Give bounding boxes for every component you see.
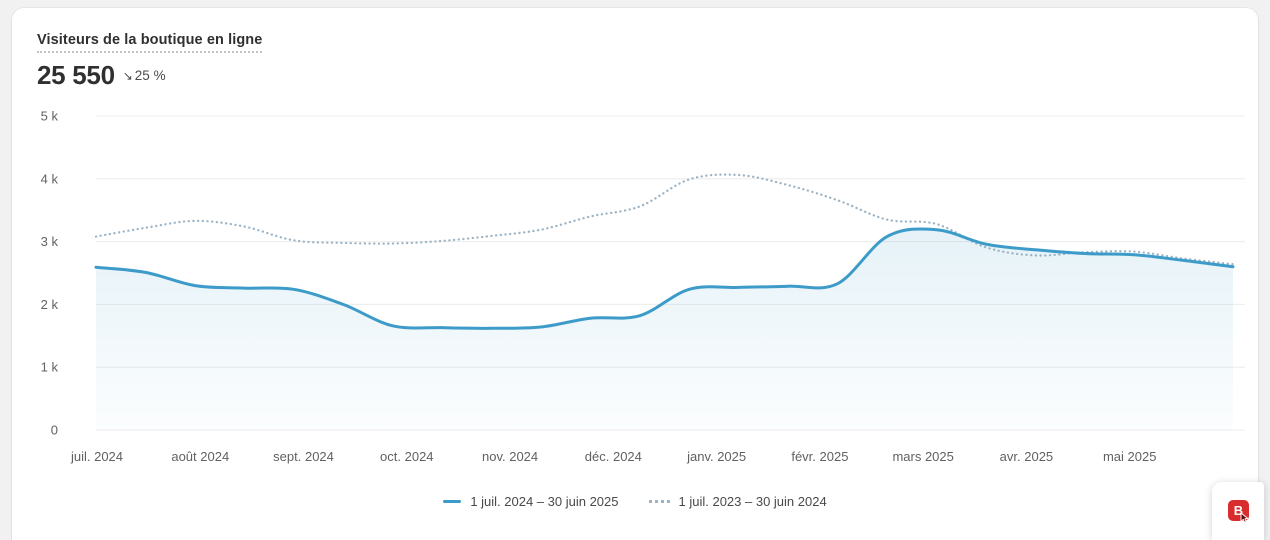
online-store-visitors-card: Visiteurs de la boutique en ligne 25 550… (12, 8, 1258, 540)
y-axis-tick-label: 2 k (41, 297, 59, 312)
x-axis-tick-label: janv. 2025 (686, 449, 746, 464)
y-axis-tick-label: 0 (51, 423, 58, 438)
chart-title[interactable]: Visiteurs de la boutique en ligne (37, 32, 263, 53)
extension-b-icon[interactable]: B (1228, 500, 1249, 523)
cursor-icon (1240, 512, 1249, 523)
x-axis-tick-label: juil. 2024 (70, 449, 123, 464)
x-axis-tick-label: oct. 2024 (380, 449, 434, 464)
extension-overlay-panel: B (1212, 482, 1264, 540)
y-axis-tick-label: 4 k (41, 171, 59, 186)
legend-label-previous-period: 1 juil. 2023 – 30 juin 2024 (678, 494, 827, 509)
dotted-line-marker-icon (648, 500, 670, 503)
x-axis-tick-label: sept. 2024 (273, 449, 334, 464)
card-header: Visiteurs de la boutique en ligne 25 550… (37, 31, 263, 91)
delta-percent: 25 % (134, 68, 166, 83)
x-axis-tick-label: févr. 2025 (791, 449, 848, 464)
metric-row: 25 550 ↘ 25 % (37, 60, 262, 91)
line-chart: 5 k 4 k 3 k 2 k 1 k 0 juil. 2024 août 2024 sept.… (12, 8, 1258, 480)
area-fill (96, 228, 1233, 430)
visitors-total-value: 25 550 (37, 60, 115, 90)
x-axis-tick-label: déc. 2024 (585, 449, 642, 464)
y-axis-tick-label: 5 k (41, 109, 59, 124)
legend-item-current-period[interactable]: 1 juil. 2024 – 30 juin 2025 (443, 494, 619, 509)
solid-line-marker-icon (443, 500, 462, 503)
delta-badge: ↘ 25 % (123, 68, 166, 83)
legend-item-previous-period[interactable]: 1 juil. 2023 – 30 juin 2024 (648, 494, 827, 509)
trend-down-arrow-icon: ↘ (122, 68, 133, 83)
x-axis-tick-label: mai 2025 (1103, 449, 1156, 464)
x-axis-tick-label: mars 2025 (892, 449, 953, 464)
chart-legend: 1 juil. 2024 – 30 juin 2025 1 juil. 2023… (12, 494, 1258, 509)
x-axis-tick-label: avr. 2025 (1000, 449, 1054, 464)
current-period-line (94, 227, 1235, 330)
y-axis-tick-label: 1 k (41, 360, 59, 375)
x-axis-tick-label: nov. 2024 (482, 449, 538, 464)
line-chart-svg: 5 k 4 k 3 k 2 k 1 k 0 juil. 2024 août 2024 sept.… (41, 109, 1245, 464)
x-axis-tick-label: août 2024 (171, 449, 229, 464)
extension-letter: B (1233, 503, 1244, 518)
previous-period-line (94, 173, 1235, 266)
legend-label-current-period: 1 juil. 2024 – 30 juin 2025 (470, 494, 619, 509)
y-axis-tick-label: 3 k (41, 234, 59, 249)
